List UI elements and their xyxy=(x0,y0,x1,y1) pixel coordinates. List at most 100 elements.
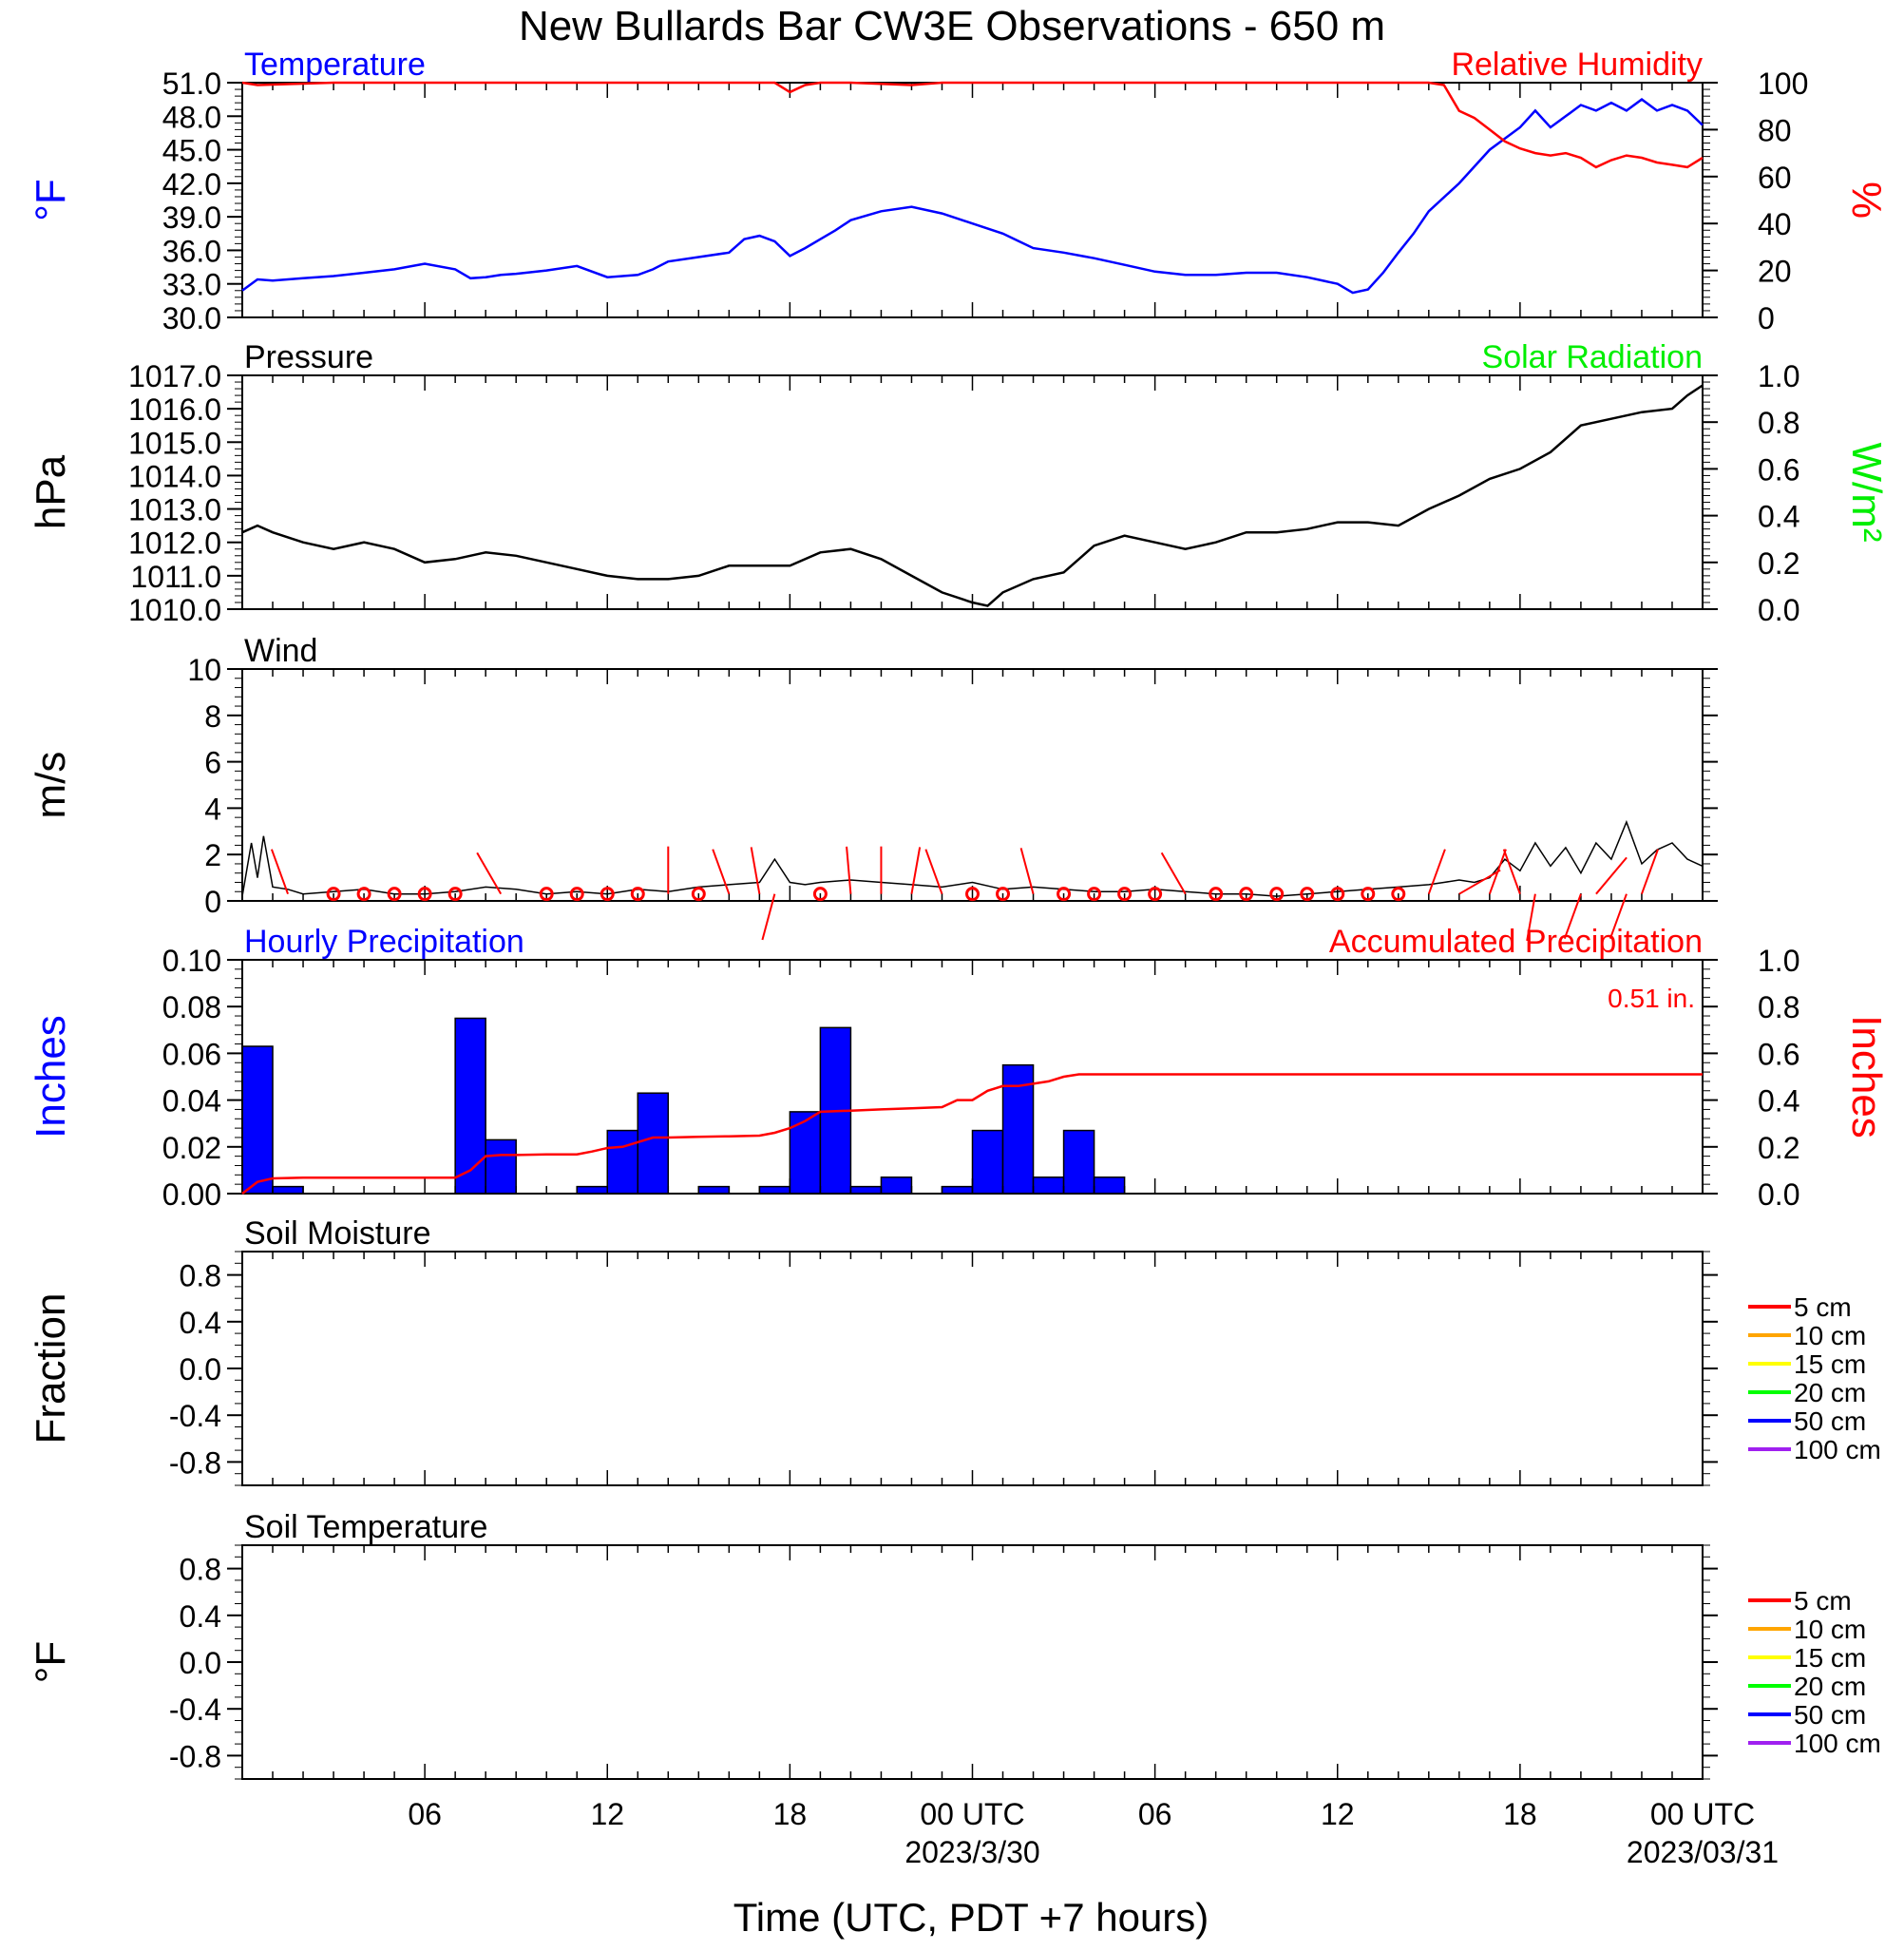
y-tick-label-left: 6 xyxy=(204,746,221,780)
panel-title-left: Soil Moisture xyxy=(244,1215,431,1252)
precip-bar xyxy=(789,1111,822,1195)
y-tick-label-right: 0.8 xyxy=(1758,990,1799,1024)
precip-bar xyxy=(272,1185,304,1195)
legend-label: 20 cm xyxy=(1794,1672,1866,1701)
precip-bar xyxy=(241,1045,274,1195)
y-tick-label-left: 30.0 xyxy=(162,301,221,335)
x-tick-sublabel: 2023/3/30 xyxy=(904,1835,1039,1869)
precip-bar xyxy=(697,1185,731,1195)
y-tick-label-right: 0.0 xyxy=(1758,1177,1799,1212)
y-tick-label-left: 1011.0 xyxy=(131,560,222,594)
precip-bar xyxy=(849,1185,883,1195)
wind-barb xyxy=(1502,849,1521,895)
precip-bar xyxy=(880,1176,913,1195)
calm-wind-marker xyxy=(1391,887,1406,902)
calm-wind-marker xyxy=(387,887,402,902)
x-tick-label: 12 xyxy=(590,1797,624,1831)
wind-barb xyxy=(270,849,289,895)
y-tick-label-left: 0.4 xyxy=(180,1306,221,1340)
y-tick-label-left: 0.00 xyxy=(162,1177,221,1212)
x-tick-label: 06 xyxy=(408,1797,442,1831)
y-tick-label-left: 48.0 xyxy=(162,100,221,134)
series-line xyxy=(241,98,1704,295)
y-tick-label-right: 100 xyxy=(1758,67,1808,101)
y-tick-label-left: 51.0 xyxy=(162,67,221,101)
y-tick-label-left: 39.0 xyxy=(162,201,221,235)
calm-wind-marker xyxy=(447,887,463,902)
wind-barb xyxy=(1160,851,1187,895)
calm-wind-marker xyxy=(1057,887,1072,902)
x-tick-label: 06 xyxy=(1138,1797,1172,1831)
legend-label: 100 cm xyxy=(1794,1729,1881,1758)
y-axis-title-right: W/m² xyxy=(1843,442,1890,542)
wind-barb xyxy=(910,847,922,894)
panel-title-left: Wind xyxy=(244,633,317,669)
y-tick-label-left: 0.0 xyxy=(180,1646,221,1680)
y-tick-label-left: -0.8 xyxy=(169,1445,221,1480)
calm-wind-marker xyxy=(1209,887,1224,902)
precip-bar xyxy=(576,1185,609,1195)
y-tick-label-left: 42.0 xyxy=(162,167,221,201)
y-axis-title-left: °F xyxy=(28,1641,74,1683)
calm-wind-marker xyxy=(1330,887,1345,902)
calm-wind-marker xyxy=(356,887,371,902)
panel-frame xyxy=(241,82,1704,318)
y-tick-label-right: 1.0 xyxy=(1758,944,1799,978)
panel-title-right: Accumulated Precipitation xyxy=(1329,924,1703,960)
panel-frame xyxy=(241,374,1704,610)
x-tick-label: 00 UTC xyxy=(1650,1797,1755,1831)
panel-precip: 0.00 0.02 0.04 0.06 0.08 0.10 0.0 0.2 0.4 0.6 0.8 1… xyxy=(28,924,1890,1212)
wind-barb xyxy=(1427,849,1446,895)
calm-wind-marker xyxy=(1300,887,1315,902)
y-tick-label-left: 0.04 xyxy=(162,1084,221,1119)
wind-barb xyxy=(1458,869,1501,895)
precip-bar xyxy=(1062,1129,1095,1195)
wind-barb xyxy=(712,849,731,895)
legend-label: 50 cm xyxy=(1794,1700,1866,1730)
calm-wind-marker xyxy=(996,887,1011,902)
y-tick-label-left: 33.0 xyxy=(162,268,221,302)
panel-title-left: Soil Temperature xyxy=(244,1509,487,1545)
calm-wind-marker xyxy=(539,887,554,902)
wind-barb xyxy=(750,847,761,894)
y-tick-label-left: 1017.0 xyxy=(128,359,221,393)
calm-wind-marker xyxy=(1239,887,1254,902)
wind-barb xyxy=(1595,856,1628,895)
y-tick-label-right: 0.4 xyxy=(1758,1084,1799,1119)
y-tick-label-left: 0.10 xyxy=(162,944,221,978)
panel-pressure: 1010.01011.01012.01013.01014.01015.01016… xyxy=(28,339,1890,627)
y-tick-label-left: 0.02 xyxy=(162,1131,221,1165)
y-tick-label-left: 0.8 xyxy=(180,1259,221,1293)
y-tick-label-left: 45.0 xyxy=(162,134,221,168)
y-tick-label-right: 1.0 xyxy=(1758,359,1799,393)
y-tick-label-left: 4 xyxy=(204,792,221,826)
y-tick-label-left: 1014.0 xyxy=(128,459,221,493)
y-tick-label-left: -0.4 xyxy=(169,1399,221,1433)
y-tick-label-left: 1015.0 xyxy=(128,426,221,460)
series-line xyxy=(241,819,1704,897)
precip-bar xyxy=(485,1138,517,1195)
y-tick-label-left: 2 xyxy=(204,838,221,872)
calm-wind-marker xyxy=(417,887,432,902)
panel-title-left: Pressure xyxy=(244,339,373,375)
accumulated-total-label: 0.51 in. xyxy=(1608,984,1695,1013)
legend-label: 20 cm xyxy=(1794,1378,1866,1407)
y-tick-label-left: -0.8 xyxy=(169,1739,221,1773)
wind-barb xyxy=(846,846,852,894)
precip-bar xyxy=(1032,1176,1065,1195)
calm-wind-marker xyxy=(630,887,645,902)
wind-barb xyxy=(1526,893,1536,942)
legend-label: 15 cm xyxy=(1794,1643,1866,1673)
precip-bar xyxy=(971,1129,1004,1195)
precip-bar xyxy=(637,1092,670,1195)
panel-title-left: Temperature xyxy=(244,47,426,83)
wind-barb xyxy=(761,893,776,941)
precip-bar xyxy=(454,1017,486,1195)
y-tick-label-right: 0.2 xyxy=(1758,1131,1799,1165)
y-axis-title-left: hPa xyxy=(28,454,74,529)
y-tick-label-left: 1013.0 xyxy=(128,493,221,527)
wind-barb xyxy=(1563,893,1582,940)
calm-wind-marker xyxy=(965,887,980,902)
y-tick-label-left: -0.4 xyxy=(169,1693,221,1727)
wind-barb xyxy=(1641,849,1659,895)
